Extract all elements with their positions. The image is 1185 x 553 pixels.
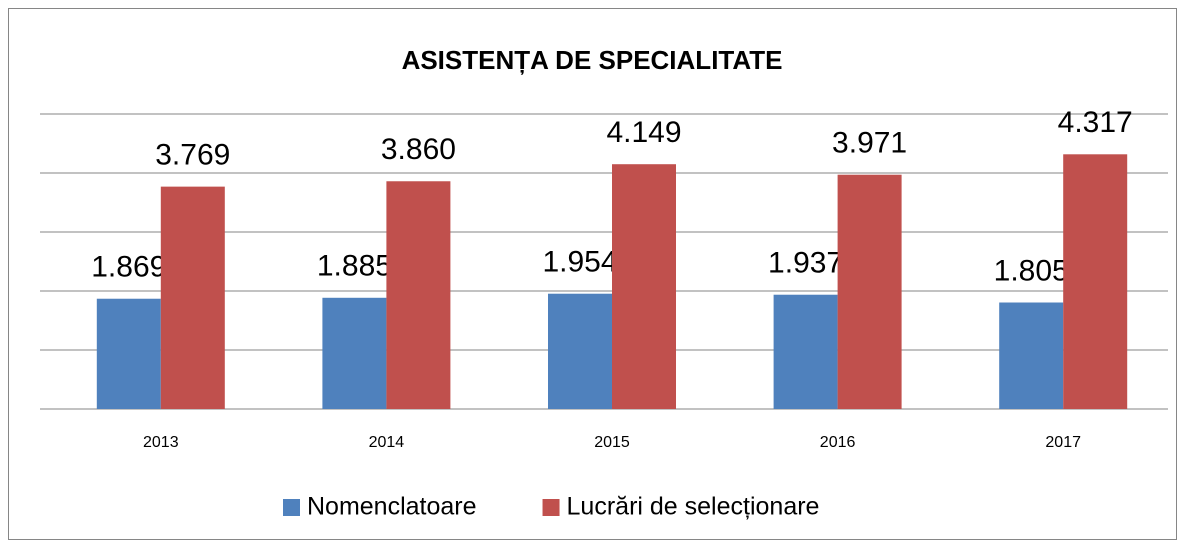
x-tick-label: 2013: [143, 434, 179, 451]
bar: [548, 293, 612, 409]
legend-swatch: [283, 499, 300, 516]
x-tick-label: 2016: [820, 434, 856, 451]
legend-swatch: [542, 499, 560, 516]
bar: [322, 297, 387, 409]
data-label: 4.149: [606, 116, 681, 149]
bar: [96, 298, 161, 409]
x-tick-label: 2014: [369, 434, 405, 451]
data-label: 1.885: [317, 250, 392, 283]
x-tick-label: 2015: [594, 434, 630, 451]
data-label: 3.860: [381, 133, 456, 166]
bar: [1063, 154, 1128, 409]
legend-label: Nomenclatoare: [307, 493, 477, 521]
bar: [160, 186, 225, 409]
chart-title: ASISTENȚA DE SPECIALITATE: [402, 45, 783, 75]
x-tick-label: 2017: [1045, 434, 1081, 451]
legend-label: Lucrări de selecționare: [567, 493, 820, 521]
bar: [773, 294, 838, 409]
data-label: 3.769: [155, 139, 230, 172]
bar: [837, 174, 902, 409]
data-label: 1.937: [768, 247, 843, 280]
data-label: 3.971: [832, 127, 907, 160]
data-label: 1.954: [542, 246, 617, 279]
data-label: 4.317: [1058, 106, 1133, 139]
bar: [386, 181, 451, 409]
bar: [999, 302, 1064, 409]
bar: [612, 164, 676, 409]
data-label: 1.805: [994, 254, 1069, 287]
data-label: 1.869: [91, 251, 166, 284]
